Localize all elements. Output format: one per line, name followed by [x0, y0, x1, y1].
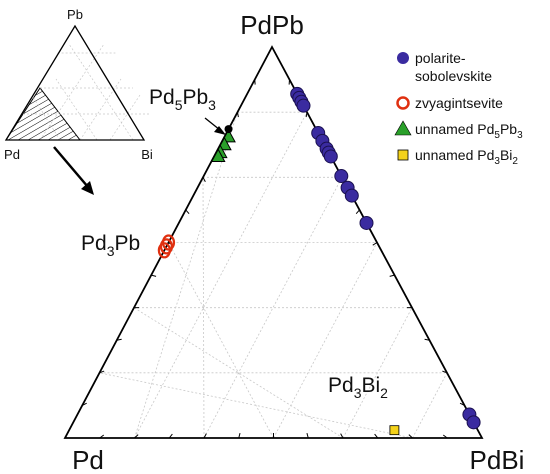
- edge-tick: [99, 434, 105, 439]
- grid-line-pdbi: [202, 177, 205, 439]
- legend-marker-pd5pb3: [394, 120, 412, 136]
- edge-tick: [355, 209, 360, 214]
- edge-tick: [374, 433, 379, 439]
- edge-tick: [203, 433, 207, 439]
- edge-tick: [185, 209, 190, 214]
- edge-tick: [442, 434, 448, 439]
- legend-marker-zvyagintsevite: [396, 96, 410, 110]
- point-zvyagintsevite: [157, 242, 171, 259]
- legend-label-polarite-line1: polarite-: [415, 50, 466, 66]
- edge-tick: [238, 433, 241, 439]
- legend-label-polarite-line2: sobolevskite: [415, 68, 492, 84]
- pd5pb3-composition-dot: [224, 125, 233, 134]
- edge-tick: [340, 433, 344, 439]
- edge-tick: [237, 112, 239, 118]
- legend: polarite- sobolevskite zvyagintsevite un…: [394, 50, 523, 167]
- edge-tick: [82, 402, 87, 406]
- inset-ternary: Pb Pd Bi: [4, 7, 153, 195]
- edge-tick: [389, 274, 395, 277]
- legend-label-zvyagintsevite: zvyagintsevite: [415, 95, 503, 111]
- point-unnamed-pd5pb3: [210, 148, 226, 162]
- edge-tick: [424, 338, 430, 341]
- edge-tick: [202, 177, 206, 182]
- legend-marker-pd3bi2: [397, 149, 409, 161]
- edge-tick: [305, 112, 308, 118]
- grid-line-pd: [342, 307, 413, 439]
- legend-label-pd5pb3: unnamed Pd5Pb3: [415, 121, 523, 141]
- grid-line-pdbi: [134, 112, 238, 439]
- grid-line-pd: [134, 111, 308, 439]
- grid-line-pd: [203, 177, 343, 439]
- phase-label-pd5pb3: Pd5Pb3: [149, 86, 216, 113]
- point-polarite-sobolevskite: [323, 149, 338, 164]
- point-polarite-sobolevskite: [466, 415, 481, 430]
- data-points: [157, 86, 481, 436]
- inset-vertex-top: Pb: [67, 7, 83, 22]
- edge-tick: [372, 242, 378, 246]
- grid-line-pdbi: [99, 372, 413, 439]
- phase-label-pd3pb: Pd3Pb: [81, 232, 140, 259]
- inset-grid: [23, 43, 150, 141]
- inset-triangle-frame: [4, 24, 146, 141]
- vertex-label-top: PdPb: [240, 10, 304, 40]
- grid-line-pd: [273, 242, 378, 439]
- edge-tick: [134, 434, 139, 439]
- main-grid: [99, 111, 448, 439]
- inset-vertex-left: Pd: [4, 147, 20, 162]
- edge-tick: [168, 433, 173, 439]
- point-polarite-sobolevskite: [296, 98, 311, 113]
- pd5pb3-pointer-arrowhead: [214, 126, 226, 135]
- edge-tick: [442, 370, 448, 374]
- point-polarite-sobolevskite: [334, 169, 349, 184]
- edge-tick: [306, 433, 309, 439]
- inset-vertex-right: Bi: [141, 147, 153, 162]
- vertex-label-left: Pd: [72, 445, 104, 474]
- point-polarite-sobolevskite: [359, 215, 374, 230]
- edge-tick: [408, 434, 413, 439]
- inset-pointer-arrow: [53, 146, 89, 188]
- legend-marker-polarite: [397, 52, 409, 64]
- grid-line-pd: [412, 372, 448, 439]
- vertex-label-right: PdBi: [470, 445, 525, 474]
- edge-tick: [116, 338, 122, 341]
- legend-label-pd3bi2: unnamed Pd3Bi2: [415, 147, 518, 167]
- point-unnamed-pd3bi2: [389, 425, 400, 436]
- edge-tick: [99, 370, 105, 374]
- inset-pointer-arrowhead: [81, 181, 94, 195]
- phase-label-pd3bi2: Pd3Bi2: [328, 374, 388, 401]
- grid-line-pdbi: [133, 307, 344, 439]
- point-polarite-sobolevskite: [344, 188, 359, 203]
- edge-tick: [459, 402, 465, 406]
- grid-line-pdbi: [168, 242, 274, 439]
- edge-tick: [151, 274, 157, 277]
